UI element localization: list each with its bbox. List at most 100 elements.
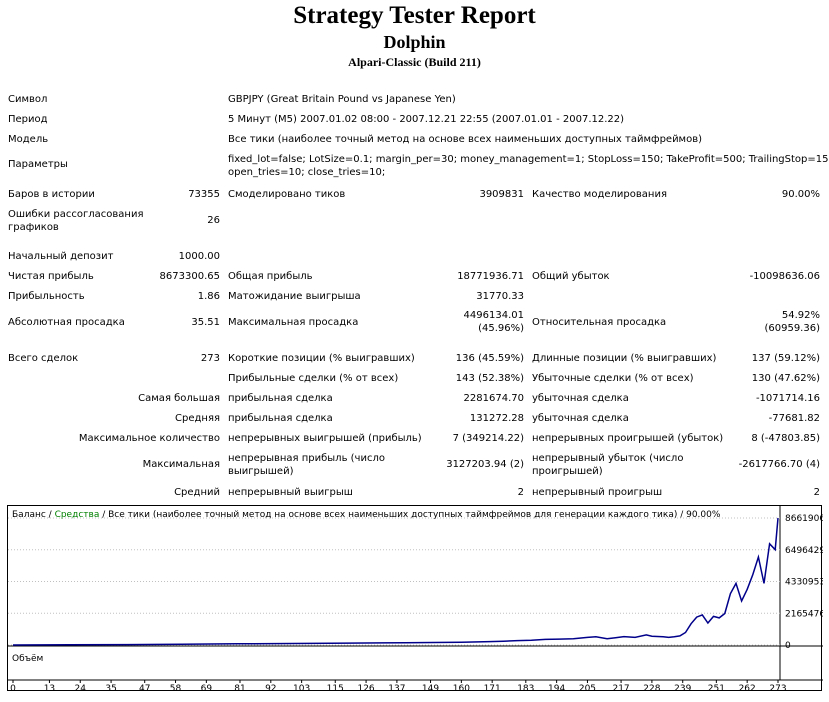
net-profit-value: 8673300.65 (159, 271, 220, 282)
deposit-label: Начальный депозит (8, 251, 114, 262)
deposit-value: 1000.00 (178, 251, 220, 262)
chart-legend: Баланс / Средства / Все тики (наиболее т… (12, 510, 721, 520)
x-tick-label: 81 (234, 684, 245, 692)
y-tick-label: 4330953 (785, 578, 823, 588)
legend-equity: Средства (55, 510, 100, 520)
legend-balance: Баланс (12, 510, 46, 520)
average-label: Средняя (175, 413, 220, 424)
ticks-value: 3909831 (479, 189, 524, 200)
x-tick-label: 92 (265, 684, 276, 692)
short-positions-value: 136 (45.59%) (455, 353, 524, 364)
largest-profit-value: 2281674.70 (463, 393, 524, 404)
x-tick-label: 183 (517, 684, 534, 692)
average-loss-label: убыточная сделка (532, 413, 629, 424)
loss-trades-value: 130 (47.62%) (751, 373, 820, 384)
consecutive-loss-label-2: проигрышей) (532, 466, 603, 477)
x-tick-label: 251 (708, 684, 725, 692)
gross-profit-value: 18771936.71 (457, 271, 524, 282)
x-tick-label: 273 (769, 684, 786, 692)
profit-trades-label: Прибыльные сделки (% от всех) (228, 373, 399, 384)
consecutive-losses-value: 8 (-47803.85) (751, 433, 820, 444)
maximum-count-label: Максимальное количество (78, 433, 220, 444)
x-tick-label: 217 (612, 684, 629, 692)
consecutive-profit-value: 3127203.94 (2) (446, 459, 524, 470)
short-positions-label: Короткие позиции (% выигравших) (228, 353, 415, 364)
x-tick-label: 262 (739, 684, 756, 692)
average-profit-value: 131272.28 (469, 413, 524, 424)
avg-consecutive-wins-label: непрерывный выигрыш (228, 487, 353, 498)
total-trades-value: 273 (200, 353, 220, 364)
x-tick-label: 239 (674, 684, 691, 692)
symbol-value: GBPJPY (Great Britain Pound vs Japanese … (228, 94, 456, 105)
average-profit-label: прибыльная сделка (228, 413, 333, 424)
bars-label: Баров в истории (8, 189, 95, 200)
x-tick-label: 103 (293, 684, 310, 692)
x-tick-label: 149 (422, 684, 439, 692)
ticks-label: Смоделировано тиков (228, 189, 346, 200)
largest-loss-label: убыточная сделка (532, 393, 629, 404)
profit-factor-value: 1.86 (197, 291, 220, 302)
volume-label: Объём (12, 654, 43, 664)
errors-label-2: графиков (8, 222, 59, 233)
net-profit-label: Чистая прибыль (8, 271, 94, 282)
x-tick-label: 69 (201, 684, 213, 692)
x-tick-label: 24 (75, 684, 87, 692)
errors-value: 26 (207, 215, 220, 226)
quality-value: 90.00% (781, 189, 820, 200)
x-tick-label: 58 (170, 684, 182, 692)
maximal-drawdown-value: 4496134.01 (463, 310, 524, 321)
series (12, 517, 779, 646)
symbol-label: Символ (8, 94, 48, 105)
errors-label-1: Ошибки рассогласования (8, 209, 144, 220)
largest-loss-value: -1071714.16 (755, 393, 820, 404)
report-title: Strategy Tester Report (293, 2, 536, 29)
long-positions-label: Длинные позиции (% выигравших) (532, 353, 717, 364)
balance-line (12, 517, 779, 646)
legend-separator: / (46, 510, 55, 520)
consecutive-loss-value: -2617766.70 (4) (738, 459, 820, 470)
x-tick-label: 115 (327, 684, 344, 692)
x-axis-ticks: 0 13 24 35 47 58 69 81 92 103 115 126 137 149 160 171 18… (10, 680, 787, 692)
relative-drawdown-value: (60959.36) (764, 323, 820, 334)
period-value: 5 Минут (M5) 2007.01.02 08:00 - 2007.12.… (228, 114, 625, 125)
x-tick-label: 13 (44, 684, 55, 692)
consecutive-loss-label-1: непрерывный убыток (число (532, 453, 684, 464)
total-trades-label: Всего сделок (8, 353, 79, 364)
expected-payoff-value: 31770.33 (476, 291, 524, 302)
consecutive-wins-label: непрерывных выигрышей (прибыль) (228, 433, 422, 444)
average-consecutive-label: Средний (174, 487, 220, 498)
y-tick-label: 6496429 (785, 546, 823, 556)
consecutive-losses-label: непрерывных проигрышей (убыток) (532, 433, 724, 444)
avg-consecutive-losses-label: непрерывный проигрыш (532, 487, 663, 498)
gross-loss-label: Общий убыток (532, 271, 610, 282)
quality-label: Качество моделирования (532, 189, 667, 200)
profit-factor-label: Прибыльность (8, 291, 85, 302)
absolute-drawdown-label: Абсолютная просадка (8, 317, 125, 328)
largest-profit-label: прибыльная сделка (228, 393, 333, 404)
maximal-drawdown-percent: (45.96%) (478, 323, 524, 334)
x-tick-label: 194 (548, 684, 565, 692)
expected-payoff-label: Матожидание выигрыша (228, 291, 361, 302)
y-tick-label: 8661906 (785, 514, 823, 524)
period-label: Период (8, 114, 48, 125)
model-label: Модель (8, 134, 49, 145)
x-tick-label: 205 (579, 684, 596, 692)
params-line2: open_tries=10; close_tries=10; (228, 167, 386, 178)
x-tick-label: 126 (357, 684, 374, 692)
largest-label: Самая большая (138, 393, 220, 404)
bars-value: 73355 (188, 189, 220, 200)
absolute-drawdown-value: 35.51 (191, 317, 220, 328)
x-tick-label: 160 (453, 684, 470, 692)
x-tick-label: 171 (484, 684, 501, 692)
legend-description: / Все тики (наиболее точный метод на осн… (99, 510, 721, 520)
x-tick-label: 0 (10, 684, 16, 692)
x-tick-label: 35 (105, 684, 116, 692)
maximal-drawdown-label: Максимальная просадка (228, 317, 359, 328)
x-tick-label: 137 (388, 684, 405, 692)
x-tick-label: 228 (643, 684, 660, 692)
avg-consecutive-losses-value: 2 (813, 487, 820, 498)
loss-trades-label: Убыточные сделки (% от всех) (532, 373, 694, 384)
y-tick-label: 2165476 (785, 609, 823, 619)
relative-drawdown-percent: 54.92% (781, 310, 820, 321)
long-positions-value: 137 (59.12%) (751, 353, 820, 364)
